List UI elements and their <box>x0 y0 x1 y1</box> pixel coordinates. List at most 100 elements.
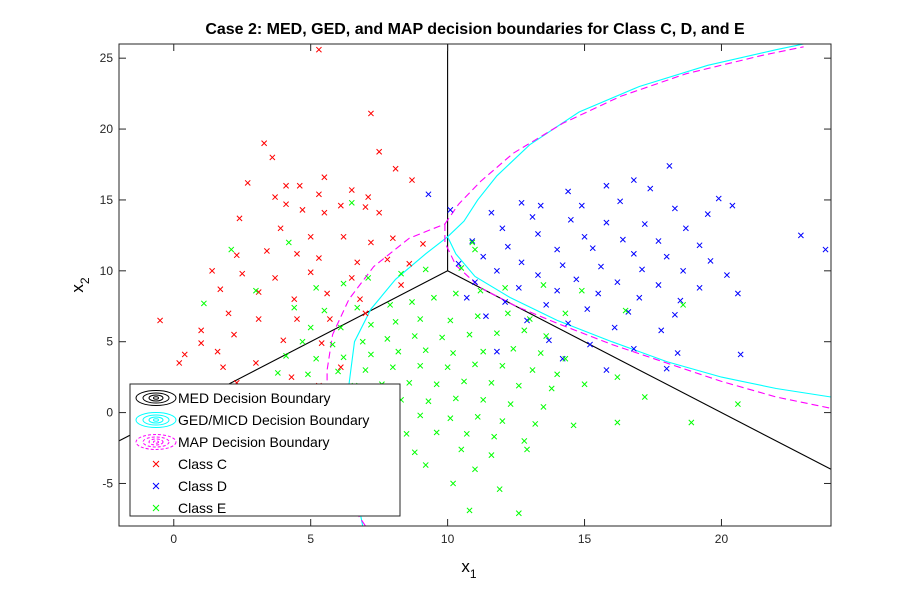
class-c-point <box>294 316 300 322</box>
class-d-point <box>734 290 741 297</box>
legend-contour-icon <box>148 438 164 446</box>
class-c-point <box>294 250 300 257</box>
class-d-point <box>614 279 621 286</box>
class-e-point <box>461 378 467 385</box>
class-c-point <box>283 201 289 208</box>
class-e-point <box>499 418 506 425</box>
class-d-point <box>587 341 593 348</box>
class-e-point <box>540 403 547 410</box>
class-e-point <box>480 396 487 403</box>
class-e-point <box>504 310 511 317</box>
x-tick-label: 5 <box>307 532 314 546</box>
class-c-point <box>389 235 396 242</box>
legend-contour-icon <box>135 434 177 450</box>
class-d-point <box>663 253 670 260</box>
class-e-point <box>417 316 424 322</box>
y-axis-label: x2 <box>68 277 92 293</box>
class-c-point <box>367 239 374 246</box>
class-c-point <box>198 327 205 334</box>
legend-label: Class E <box>178 500 226 516</box>
class-e-point <box>496 486 503 493</box>
class-e-point <box>581 381 588 388</box>
class-d-point <box>658 327 665 334</box>
y-tick-label: 20 <box>100 122 114 136</box>
class-e-point <box>348 199 355 206</box>
class-e-point <box>337 324 344 331</box>
class-c-point <box>198 340 205 347</box>
class-d-point <box>603 219 610 226</box>
class-e-point <box>458 265 465 271</box>
class-e-point <box>422 347 429 354</box>
class-c-point <box>376 148 383 155</box>
class-e-point <box>447 415 454 422</box>
legend-item: Class E <box>152 500 226 516</box>
class-d-point <box>472 279 478 286</box>
class-e-point <box>734 401 741 408</box>
legend-item: MAP Decision Boundary <box>135 434 329 450</box>
class-c-point <box>315 191 322 198</box>
class-c-point <box>354 259 361 266</box>
legend-marker-icon <box>152 482 160 490</box>
class-e-point <box>472 361 478 368</box>
class-e-point <box>554 371 561 378</box>
class-d-point <box>469 238 476 245</box>
legend-contour-icon <box>153 418 159 422</box>
class-d-point <box>537 202 544 209</box>
class-e-point <box>305 371 311 378</box>
class-d-point <box>493 348 500 355</box>
class-d-point <box>737 351 744 358</box>
class-d-point <box>598 263 604 270</box>
class-d-point <box>554 287 561 294</box>
class-e-point <box>488 452 495 459</box>
class-d-point <box>723 272 730 279</box>
class-c-point <box>406 260 413 267</box>
class-e-point <box>411 333 418 339</box>
class-e-point <box>499 362 506 369</box>
class-e-point <box>491 433 498 440</box>
class-e-point <box>510 345 517 352</box>
class-d-point <box>729 202 736 209</box>
class-e-point <box>307 324 314 331</box>
class-e-point <box>562 310 569 317</box>
y-axis-label-subscript: 2 <box>78 277 92 284</box>
class-e-point <box>274 369 281 376</box>
class-e-point <box>521 437 528 444</box>
class-e-point <box>688 419 695 426</box>
class-d-point <box>584 306 591 313</box>
class-c-point <box>157 317 164 324</box>
class-d-point <box>647 185 654 192</box>
class-d-point <box>567 216 574 223</box>
axes-box <box>118 43 832 527</box>
class-e-point <box>285 239 292 246</box>
class-c-point <box>239 270 246 277</box>
class-d-point <box>595 290 602 297</box>
class-e-point <box>452 290 459 297</box>
class-d-point <box>603 182 610 189</box>
class-c-point <box>315 255 322 262</box>
class-c-point <box>357 296 363 303</box>
class-e-point <box>403 430 410 437</box>
class-c-point <box>272 194 279 201</box>
class-d-point <box>636 294 643 301</box>
class-c-point <box>261 140 268 147</box>
class-d-point <box>447 206 454 213</box>
class-e-point <box>463 430 470 437</box>
class-e-point <box>433 429 440 436</box>
class-d-point <box>663 365 670 372</box>
class-c-point <box>318 340 325 347</box>
class-e-point <box>469 239 476 246</box>
class-e-point <box>392 318 399 325</box>
legend-contour-icon <box>142 414 170 426</box>
class-c-point <box>365 194 372 201</box>
class-d-point <box>518 199 525 206</box>
class-c-point <box>277 225 284 232</box>
class-d-point <box>655 282 662 288</box>
y-ticks: -5 0 5 10 15 20 25 <box>100 51 831 490</box>
class-e-point <box>321 307 328 314</box>
class-c-point <box>288 374 295 381</box>
class-c-point <box>263 248 270 254</box>
class-c-point <box>348 187 355 193</box>
class-d-point <box>589 245 596 252</box>
class-d-point <box>671 205 678 212</box>
y-tick-label: 0 <box>106 406 113 420</box>
